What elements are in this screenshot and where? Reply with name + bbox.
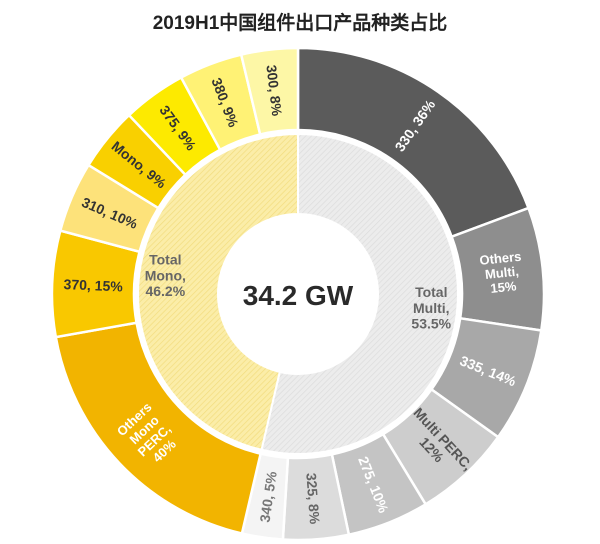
inner-slice-label: Total Multi, 53.5%	[411, 284, 451, 331]
outer-ring	[50, 46, 546, 542]
outer-slice-label: 325, 8%	[303, 472, 323, 525]
donut-hole	[218, 214, 378, 374]
outer-slice-label: 370, 15%	[63, 276, 123, 295]
outer-slice-label: OthersMulti,15%	[479, 249, 525, 297]
inner-slice-label: Total Mono, 46.2%	[145, 252, 186, 299]
center-label: 34.2 GW	[243, 280, 354, 311]
outer-slice-label: 300, 8%	[263, 64, 285, 117]
outer-slice-label: 340, 5%	[256, 470, 279, 524]
chart-title: 2019H1中国组件出口产品种类占比	[152, 13, 448, 34]
inner-ring	[137, 132, 459, 455]
outer-slice-label: OthersMonoPERC,40%	[114, 399, 185, 470]
outer-slice	[239, 46, 300, 136]
